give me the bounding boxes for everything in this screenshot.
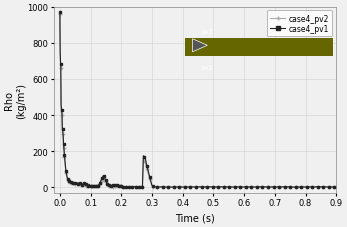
case4_pv2 (143, 161, 147, 164)
Line: case4_pv1: case4_pv1 (58, 12, 338, 189)
case4_pv1 (334, 186, 338, 189)
case4_pv2 (325, 186, 329, 189)
Line: case4_pv2: case4_pv2 (58, 13, 338, 189)
case4_pv1 (114, 185, 118, 187)
X-axis label: Time (s): Time (s) (175, 213, 215, 223)
case4_pv1 (112, 184, 116, 187)
Legend: case4_pv2, case4_pv1: case4_pv2, case4_pv1 (267, 11, 332, 37)
case4_pv2 (112, 185, 116, 188)
case4_pv2 (220, 186, 224, 189)
case4_pv2 (58, 13, 62, 16)
case4_pv2 (66, 179, 70, 182)
case4_pv2 (247, 186, 252, 189)
Y-axis label: Rho
(kg/m²): Rho (kg/m²) (4, 82, 26, 118)
case4_pv1 (181, 186, 185, 189)
case4_pv1 (143, 156, 147, 159)
case4_pv1 (58, 12, 62, 14)
case4_pv2 (114, 185, 118, 188)
case4_pv1 (222, 186, 226, 189)
case4_pv1 (249, 186, 253, 189)
case4_pv2 (334, 186, 338, 189)
case4_pv1 (66, 178, 70, 181)
